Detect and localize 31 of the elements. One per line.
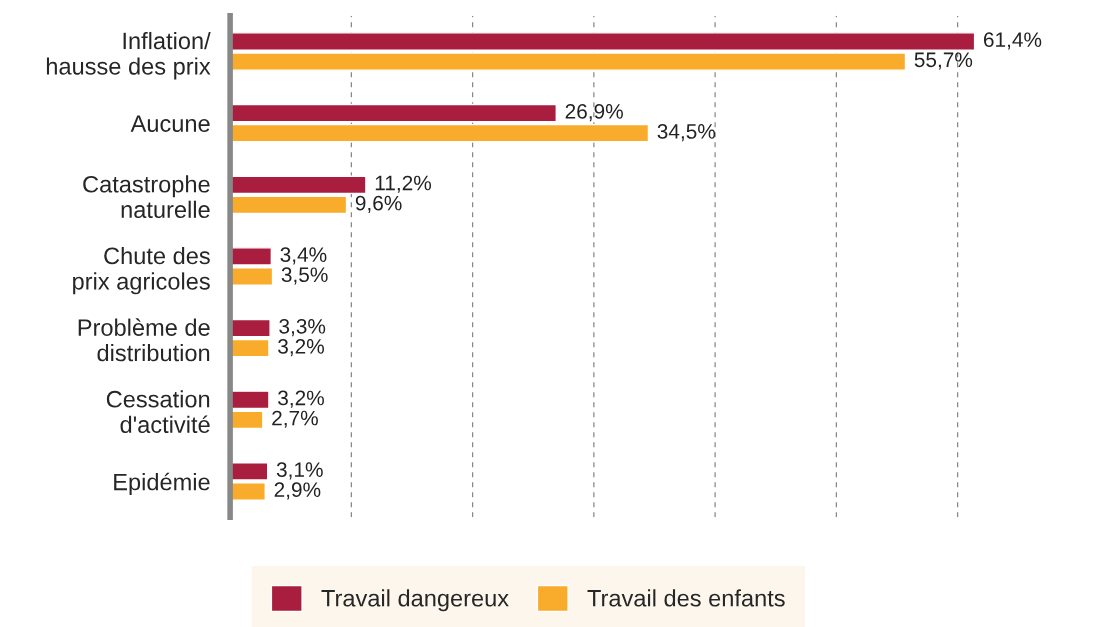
data-label: 61,4% bbox=[983, 32, 1042, 50]
y-tick-label: Chute des prix agricoles bbox=[73, 246, 210, 295]
data-label: 3,1% bbox=[276, 462, 323, 480]
bar bbox=[230, 123, 650, 143]
bar bbox=[230, 195, 348, 215]
y-tick-label: Inflation/ hausse des prix bbox=[46, 31, 211, 80]
bar bbox=[230, 103, 557, 123]
y-tick-label: Aucune bbox=[130, 115, 210, 132]
bar bbox=[230, 318, 271, 338]
data-label: 34,5% bbox=[657, 124, 716, 142]
y-tick-label: Cessation d'activité bbox=[106, 390, 210, 433]
bar bbox=[230, 410, 264, 430]
legend-label: Travail dangereux bbox=[321, 589, 509, 612]
y-tick-label: Problème de distribution bbox=[78, 318, 210, 362]
data-label: 3,2% bbox=[278, 339, 324, 357]
legend-label: Travail des enfants bbox=[587, 589, 785, 607]
bar bbox=[230, 338, 270, 358]
data-label: 26,9% bbox=[565, 103, 623, 122]
data-label: 3,5% bbox=[281, 267, 328, 285]
y-tick-label: Catastrophe naturelle bbox=[83, 175, 210, 219]
data-label: 2,7% bbox=[272, 410, 318, 428]
data-label: 3,2% bbox=[278, 390, 324, 408]
data-label: 9,6% bbox=[355, 195, 402, 213]
data-label: 2,9% bbox=[274, 482, 321, 500]
bar bbox=[230, 390, 270, 410]
y-tick-label: Epidémie bbox=[114, 472, 210, 496]
data-label: 3,3% bbox=[279, 318, 326, 337]
bar bbox=[230, 175, 367, 195]
data-label: 11,2% bbox=[375, 175, 432, 193]
data-label: 3,4% bbox=[280, 247, 327, 265]
data-label: 55,7% bbox=[914, 52, 973, 70]
